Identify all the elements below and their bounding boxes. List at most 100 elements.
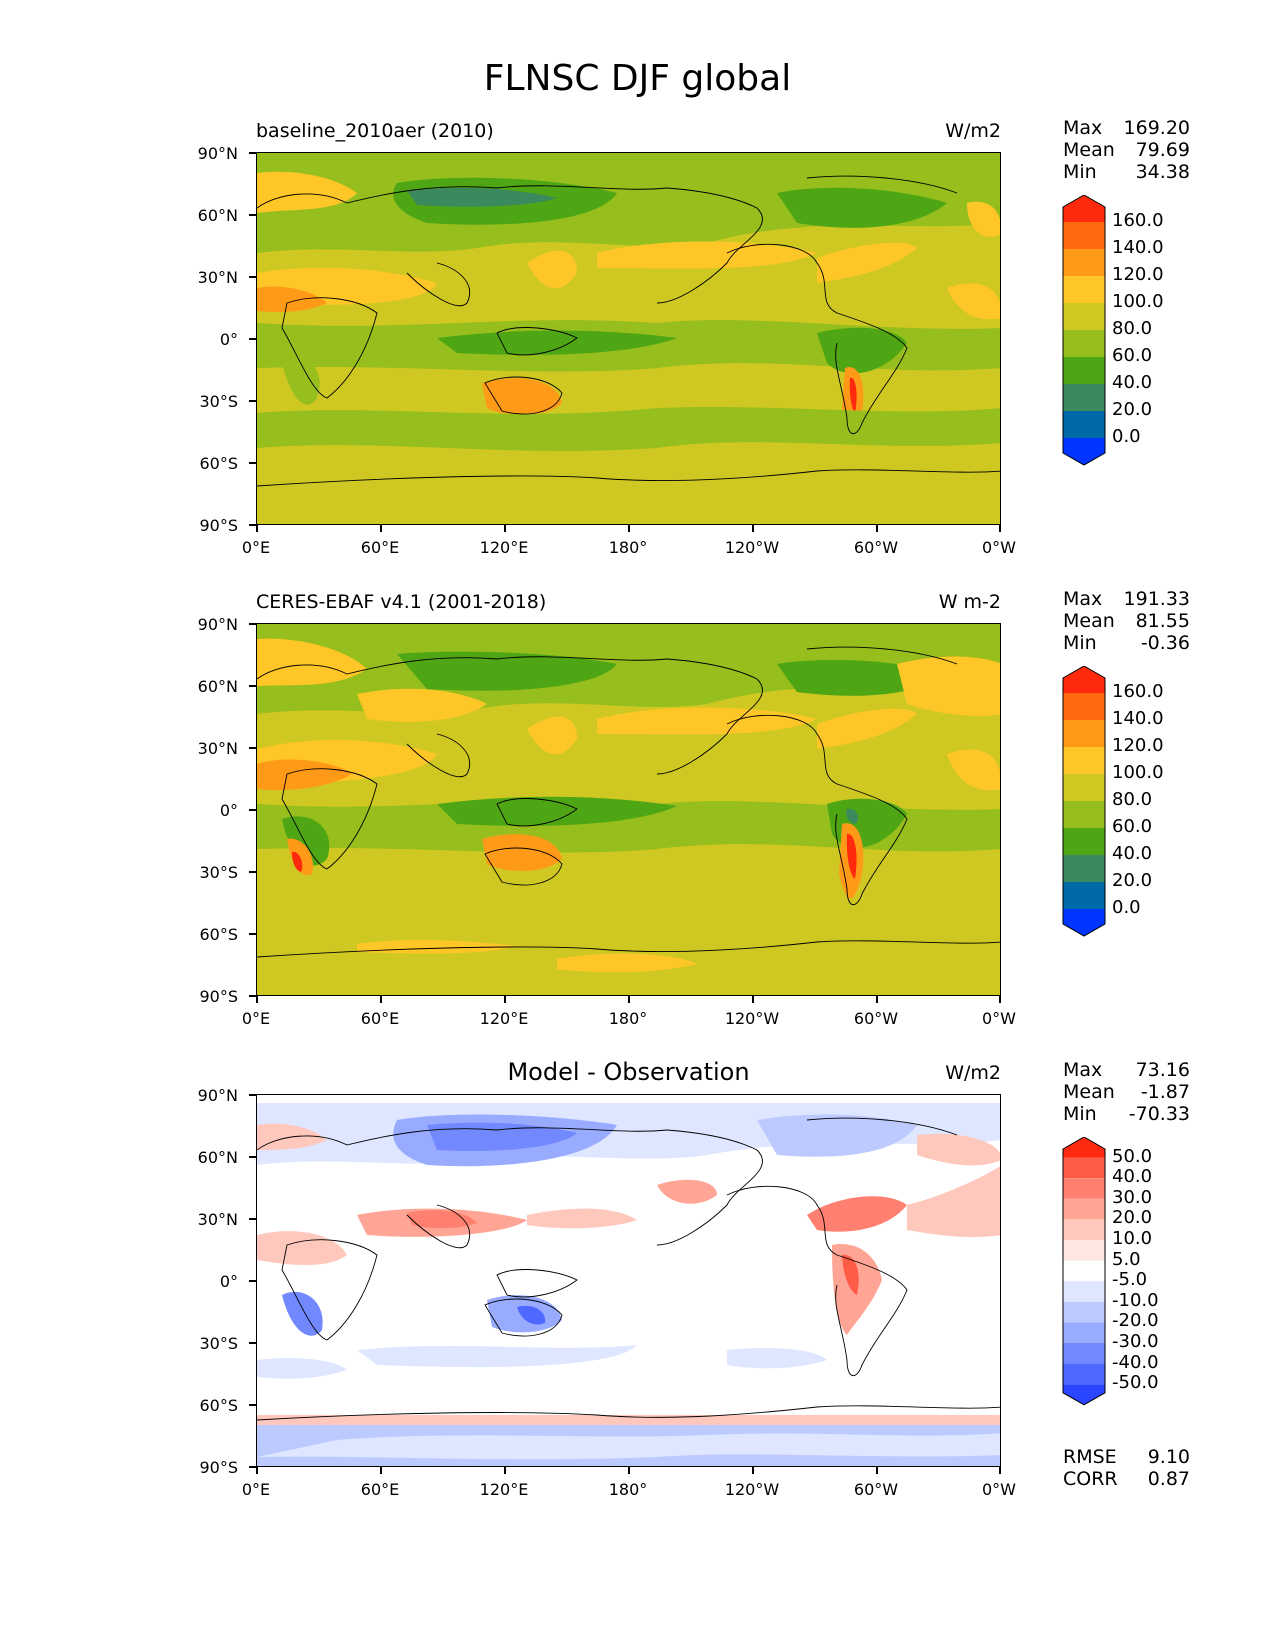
lat-label: 0° [219, 801, 238, 820]
colorbar-tick-label: 140.0 [1112, 237, 1164, 258]
colorbar-segment [1063, 855, 1105, 882]
colorbar-outline [1062, 665, 1106, 937]
lat-label: 90°N [197, 144, 238, 163]
lat-label: 90°N [197, 1086, 238, 1105]
colorbar-tick-label: 120.0 [1112, 264, 1164, 285]
stats-box: Max 73.16 Mean -1.87 Min -70.33 [1063, 1059, 1190, 1125]
lon-label: 0°E [241, 538, 271, 557]
colorbar-segment [1063, 222, 1105, 249]
colorbar-tick-label: 80.0 [1112, 318, 1153, 339]
lon-label: 0°E [241, 1009, 271, 1028]
panel-units: W/m2 [945, 120, 1001, 142]
stats-box: Max 169.20 Mean 79.69 Min 34.38 [1063, 117, 1190, 183]
colorbar-tick-label: -20.0 [1112, 1310, 1159, 1332]
lon-label: 60°W [853, 538, 899, 557]
lat-label: 30°N [197, 1210, 238, 1229]
lat-label: 90°S [199, 516, 238, 535]
colorbar-tick-label: 0.0 [1112, 426, 1141, 447]
lon-label: 120°E [479, 1009, 529, 1028]
lon-label: 120°E [479, 1480, 529, 1499]
lat-label: 60°S [199, 925, 238, 944]
lat-label: 30°S [199, 1334, 238, 1353]
colorbar-tick-label: -40.0 [1112, 1351, 1159, 1373]
lat-label: 90°S [199, 1458, 238, 1477]
panel-title: CERES-EBAF v4.1 (2001-2018) [256, 591, 547, 613]
colorbar-tick-label: 120.0 [1112, 735, 1164, 756]
colorbar-segment [1063, 801, 1105, 828]
lon-label: 120°W [724, 1480, 780, 1499]
colorbar-segment [1063, 1281, 1105, 1302]
map-test [256, 152, 1001, 525]
colorbar-segment [1063, 384, 1105, 411]
colorbar-tick-label: 40.0 [1112, 1166, 1153, 1188]
lat-label: 60°S [199, 1396, 238, 1415]
colorbar-segment [1063, 882, 1105, 909]
lon-label: 0°W [982, 1009, 1016, 1028]
colorbar-segment [1063, 720, 1105, 747]
colorbar-tick-label: 10.0 [1112, 1228, 1153, 1249]
figure-title: FLNSC DJF global [483, 58, 792, 99]
colorbar-tick-label: 30.0 [1112, 1186, 1153, 1208]
colorbar-tick-label: 160.0 [1112, 681, 1164, 702]
lon-label: 120°W [724, 538, 780, 557]
lon-label: 120°W [724, 1009, 780, 1028]
colorbar-tick-label: 60.0 [1112, 816, 1153, 837]
colorbar-segment [1063, 276, 1105, 303]
colorbar-segment [1063, 330, 1105, 357]
colorbar-segment [1063, 1178, 1105, 1199]
colorbar-segment [1063, 438, 1105, 465]
colorbar-svg [1062, 1136, 1106, 1406]
colorbar-segment [1063, 1240, 1105, 1261]
colorbar-tick-label: 80.0 [1112, 789, 1153, 810]
colorbar-svg [1062, 194, 1106, 466]
stats-box: Max 191.33 Mean 81.55 Min -0.36 [1063, 588, 1190, 654]
lon-label: 60°E [360, 538, 400, 557]
colorbar-tick-label: -5.0 [1112, 1269, 1148, 1291]
map-reference [256, 623, 1001, 996]
colorbar [1062, 194, 1106, 470]
colorbar-outline [1062, 194, 1106, 466]
error-stats: RMSE 9.10 CORR 0.87 [1063, 1446, 1190, 1490]
colorbar-tick-label: 50.0 [1112, 1145, 1153, 1167]
colorbar-tick-label: 20.0 [1112, 1207, 1153, 1229]
colorbar-segment [1063, 303, 1105, 330]
colorbar-segment [1063, 411, 1105, 438]
colorbar-tick-label: 60.0 [1112, 345, 1153, 366]
colorbar [1062, 1136, 1106, 1410]
colorbar-tick-label: 5.0 [1112, 1248, 1141, 1270]
lon-label: 180° [608, 538, 648, 557]
colorbar-tick-label: 140.0 [1112, 708, 1164, 729]
colorbar-tick-label: 160.0 [1112, 210, 1164, 231]
colorbar-segment [1063, 747, 1105, 774]
lat-label: 90°S [199, 987, 238, 1006]
lat-label: 60°N [197, 1148, 238, 1167]
colorbar-tick-label: 100.0 [1112, 762, 1164, 783]
colorbar-segment [1063, 693, 1105, 720]
lat-label: 0° [219, 330, 238, 349]
colorbar-tick-label: 20.0 [1112, 399, 1153, 420]
colorbar-segment [1063, 1301, 1105, 1323]
colorbar-segment [1063, 357, 1105, 384]
panel-title: Model - Observation [507, 1058, 750, 1086]
lon-label: 0°W [982, 538, 1016, 557]
lon-label: 0°E [241, 1480, 271, 1499]
colorbar-segment [1063, 1260, 1105, 1282]
colorbar-segment [1063, 666, 1105, 693]
colorbar-segment [1063, 774, 1105, 801]
colorbar-tick-label: -50.0 [1112, 1372, 1159, 1394]
lat-label: 30°S [199, 392, 238, 411]
colorbar-tick-label: 40.0 [1112, 843, 1153, 864]
panel-units: W m-2 [938, 591, 1001, 613]
colorbar-segment [1063, 195, 1105, 222]
colorbar-segment [1063, 1363, 1105, 1385]
panel-title: baseline_2010aer (2010) [256, 120, 494, 142]
colorbar-tick-label: 100.0 [1112, 291, 1164, 312]
colorbar-segment [1063, 1137, 1105, 1158]
colorbar-tick-label: -10.0 [1112, 1289, 1159, 1311]
colorbar-segment [1063, 1219, 1105, 1240]
colorbar-segment [1063, 1343, 1105, 1364]
colorbar-tick-label: 0.0 [1112, 897, 1141, 918]
colorbar-segment [1063, 1322, 1105, 1343]
lat-label: 90°N [197, 615, 238, 634]
colorbar-segment [1063, 909, 1105, 936]
